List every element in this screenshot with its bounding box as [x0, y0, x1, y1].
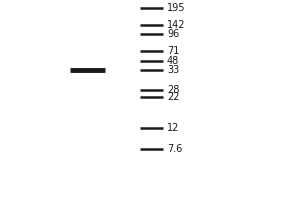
- Text: 12: 12: [167, 123, 179, 133]
- Text: 195: 195: [167, 3, 185, 13]
- Text: 28: 28: [167, 85, 179, 95]
- Text: 48: 48: [167, 56, 179, 66]
- Text: 33: 33: [167, 65, 179, 75]
- Text: 142: 142: [167, 20, 185, 30]
- Text: 96: 96: [167, 29, 179, 39]
- Text: 22: 22: [167, 92, 179, 102]
- Text: 71: 71: [167, 46, 179, 56]
- Text: 7.6: 7.6: [167, 144, 182, 154]
